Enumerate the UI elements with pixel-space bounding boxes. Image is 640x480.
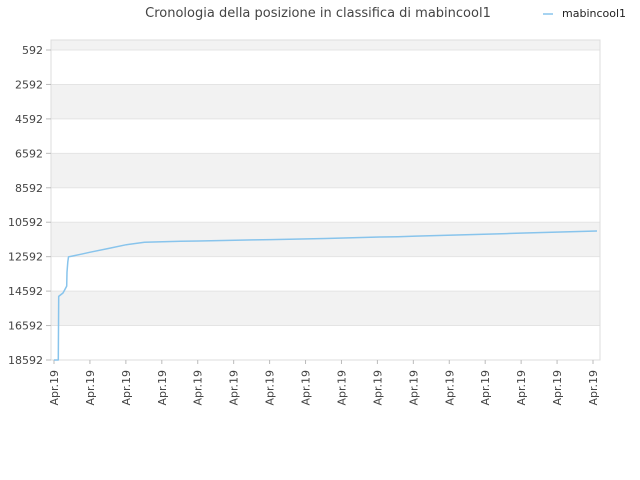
- plot-border: [50, 39, 601, 361]
- x-axis: Apr.19 Apr.19 Apr.19 Apr.19 Apr.19 Apr.19 Apr.…: [48, 360, 600, 406]
- y-tick-label: 16592: [8, 320, 43, 333]
- grid-band: [51, 50, 600, 85]
- y-tick-label: 4592: [15, 113, 43, 126]
- x-tick-label: Apr.19: [156, 370, 169, 406]
- x-tick-label: Apr.19: [515, 370, 528, 406]
- grid-band: [51, 118, 600, 154]
- grid-bands: [51, 40, 600, 360]
- grid-band: [51, 187, 600, 223]
- legend: mabincool1: [543, 7, 626, 20]
- chart-title: Cronologia della posizione in classifica…: [145, 6, 491, 21]
- x-tick-label: Apr.19: [228, 370, 241, 406]
- x-tick-label: Apr.19: [120, 370, 133, 406]
- x-tick-label: Apr.19: [551, 370, 564, 406]
- y-tick-label: 10592: [8, 216, 43, 229]
- y-tick-label: 8592: [15, 182, 43, 195]
- y-tick-label: 12592: [8, 251, 43, 264]
- y-tick-label: 592: [22, 44, 43, 57]
- x-tick-label: Apr.19: [48, 370, 61, 406]
- grid-band: [51, 222, 600, 257]
- grid-band: [51, 84, 600, 119]
- legend-label-mabincool1: mabincool1: [562, 7, 626, 20]
- x-tick-label: Apr.19: [371, 370, 384, 406]
- x-tick-label: Apr.19: [587, 370, 600, 406]
- grid-band: [51, 153, 600, 188]
- grid-band: [51, 256, 600, 292]
- x-tick-label: Apr.19: [300, 370, 313, 406]
- x-tick-label: Apr.19: [264, 370, 277, 406]
- x-tick-label: Apr.19: [192, 370, 205, 406]
- x-tick-label: Apr.19: [335, 370, 348, 406]
- x-tick-label: Apr.19: [407, 370, 420, 406]
- y-tick-label: 14592: [8, 285, 43, 298]
- series-layer: [54, 230, 598, 361]
- y-tick-label: 18592: [8, 354, 43, 367]
- y-axis: 592 2592 4592 6592 8592 10592 12592 14592 16592 1…: [8, 44, 51, 367]
- grid-band: [51, 291, 600, 326]
- grid-band: [51, 40, 600, 50]
- x-tick-label: Apr.19: [84, 370, 97, 406]
- grid-band: [51, 325, 600, 360]
- y-tick-label: 6592: [15, 147, 43, 160]
- x-tick-label: Apr.19: [479, 370, 492, 406]
- y-tick-label: 2592: [15, 78, 43, 91]
- x-tick-label: Apr.19: [443, 370, 456, 406]
- series-line-mabincool1: [54, 230, 598, 361]
